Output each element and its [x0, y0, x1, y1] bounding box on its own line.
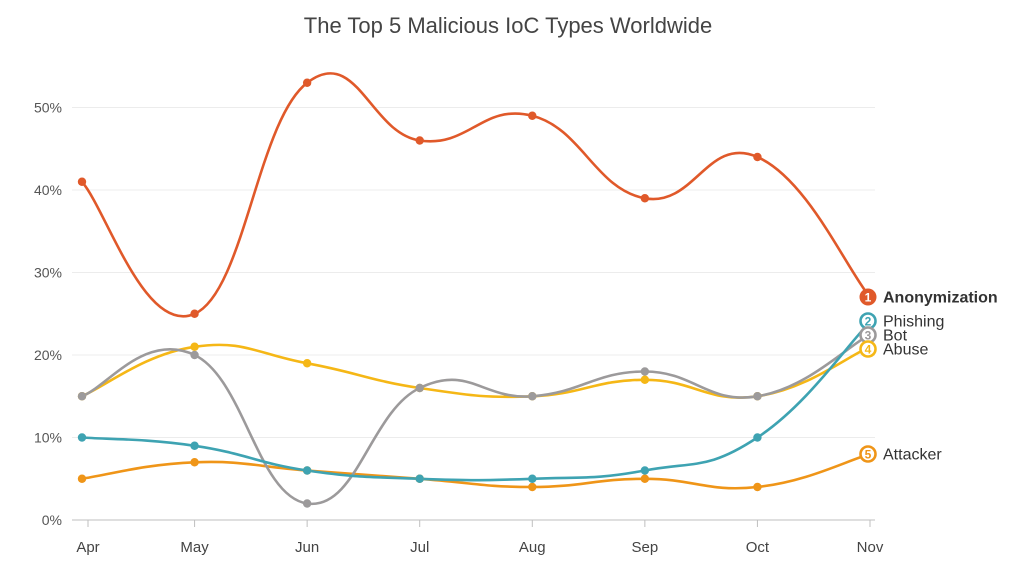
rank-badge-abuse — [859, 340, 877, 358]
chart-title: The Top 5 Malicious IoC Types Worldwide — [304, 13, 712, 38]
series-lines — [80, 72, 872, 505]
y-tick-label: 30% — [34, 265, 62, 281]
x-tick-label: Aug — [519, 539, 546, 556]
data-point-anonymization — [640, 194, 650, 203]
data-point-anonymization — [753, 152, 762, 162]
x-axis-ticks: Apr May Jun Jul Aug Sep Oct Nov — [76, 520, 884, 556]
data-point-anonymization — [190, 309, 199, 318]
x-tick-label: Apr — [76, 539, 99, 556]
end-labels: 1 Anonymization 2 Phishing 3 Bot 4 Abuse 5 Attack… — [859, 288, 998, 464]
data-point-bot — [640, 367, 650, 376]
data-point-bot — [77, 392, 87, 401]
end-badge-abuse: 4 — [859, 340, 877, 358]
y-axis-ticks: 0% 10% 20% 30% 40% 50% — [34, 100, 62, 529]
series-label-anonymization: Anonymization — [883, 290, 998, 307]
data-point-bot — [302, 499, 312, 508]
x-tick-label: Jun — [295, 539, 319, 556]
y-tick-label: 50% — [34, 100, 62, 116]
data-point-abuse — [302, 359, 312, 368]
x-tick-label: Nov — [857, 539, 884, 556]
data-point-abuse — [190, 342, 199, 351]
x-tick-label: Oct — [746, 539, 770, 556]
data-point-bot — [528, 392, 537, 401]
series-line-anonymization — [80, 72, 872, 318]
rank-number: 1 — [865, 291, 872, 305]
series-label-abuse: Abuse — [883, 342, 928, 359]
data-point-anonymization — [528, 111, 537, 120]
data-point-phishing — [753, 433, 762, 442]
data-point-attacker — [77, 474, 87, 483]
data-point-anonymization — [77, 177, 87, 186]
data-point-abuse — [640, 375, 650, 384]
x-tick-label: Sep — [632, 539, 659, 556]
data-point-attacker — [640, 474, 650, 483]
rank-badge-attacker — [859, 445, 877, 463]
data-point-phishing — [415, 474, 424, 483]
data-point-bot — [415, 383, 424, 393]
y-tick-label: 10% — [34, 430, 62, 446]
data-points — [77, 78, 762, 508]
series-label-phishing: Phishing — [883, 314, 944, 331]
data-point-attacker — [190, 458, 199, 467]
data-point-phishing — [77, 433, 87, 442]
gridlines — [72, 107, 875, 521]
data-point-bot — [190, 350, 199, 360]
end-badge-attacker: 5 — [859, 445, 877, 463]
data-point-attacker — [753, 482, 762, 492]
x-tick-label: May — [180, 539, 209, 556]
data-point-attacker — [528, 482, 537, 492]
end-badge-anonymization: 1 — [859, 288, 877, 306]
y-tick-label: 20% — [34, 347, 62, 363]
series-line-bot — [80, 333, 872, 505]
series-label-attacker: Attacker — [883, 447, 942, 464]
data-point-anonymization — [415, 136, 424, 145]
series-line-attacker — [80, 452, 872, 490]
y-tick-label: 0% — [42, 512, 62, 528]
rank-number: 2 — [865, 315, 872, 329]
x-tick-label: Jul — [410, 539, 429, 556]
series-label-bot: Bot — [883, 328, 908, 345]
rank-number: 3 — [865, 329, 872, 343]
data-point-phishing — [302, 466, 312, 475]
series-line-abuse — [80, 343, 872, 399]
rank-number: 4 — [865, 343, 872, 357]
y-tick-label: 40% — [34, 182, 62, 198]
data-point-phishing — [528, 474, 537, 483]
data-point-phishing — [640, 466, 650, 475]
data-point-phishing — [190, 441, 199, 450]
data-point-bot — [753, 392, 762, 401]
rank-number: 5 — [865, 448, 872, 462]
rank-badge-anonymization — [859, 288, 877, 306]
data-point-anonymization — [302, 78, 312, 87]
